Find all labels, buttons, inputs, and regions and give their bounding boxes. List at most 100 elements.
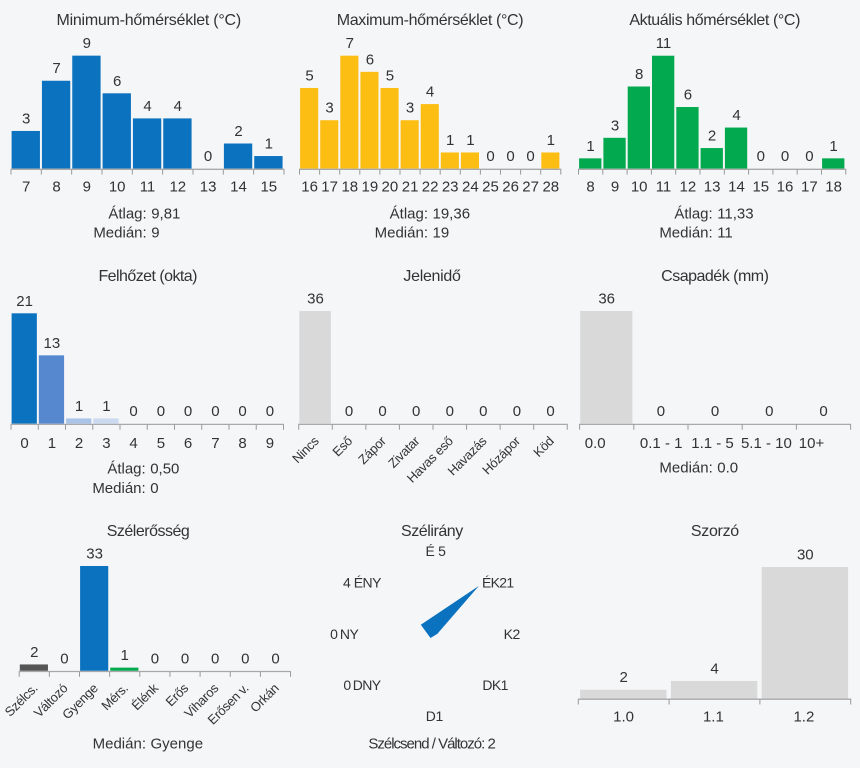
- svg-text:9: 9: [83, 179, 91, 196]
- svg-text:Hózápor: Hózápor: [479, 433, 524, 478]
- svg-text:1: 1: [446, 132, 454, 149]
- svg-text:Szélerősség: Szélerősség: [107, 523, 190, 540]
- svg-text:5: 5: [386, 68, 394, 85]
- svg-text:3: 3: [406, 100, 414, 117]
- svg-text:5: 5: [157, 435, 165, 452]
- svg-text:16: 16: [777, 179, 794, 196]
- svg-text:Zápor: Zápor: [355, 433, 389, 467]
- svg-text:0.0: 0.0: [585, 435, 606, 452]
- svg-text:6: 6: [184, 435, 192, 452]
- svg-text:Medián:: Medián:: [92, 480, 145, 497]
- svg-text:13: 13: [200, 179, 217, 196]
- svg-text:0 DNY: 0 DNY: [343, 677, 381, 693]
- svg-text:0: 0: [151, 650, 159, 667]
- svg-text:4: 4: [174, 98, 182, 115]
- svg-text:0: 0: [181, 650, 189, 667]
- svg-text:Eső: Eső: [329, 433, 355, 459]
- svg-text:0.1 - 1: 0.1 - 1: [640, 435, 683, 452]
- svg-text:K2: K2: [504, 626, 521, 642]
- svg-text:7: 7: [52, 60, 60, 77]
- svg-text:0: 0: [241, 650, 249, 667]
- svg-text:0 NY: 0 NY: [330, 626, 359, 642]
- svg-text:11,33: 11,33: [717, 206, 753, 223]
- svg-text:D1: D1: [426, 708, 444, 724]
- svg-text:0: 0: [819, 403, 827, 420]
- svg-text:19: 19: [433, 224, 450, 241]
- svg-text:8: 8: [586, 179, 594, 196]
- svg-text:0: 0: [378, 403, 386, 420]
- svg-text:3: 3: [611, 117, 619, 134]
- svg-text:Medián:: Medián:: [93, 736, 146, 753]
- svg-text:0: 0: [506, 148, 514, 165]
- svg-text:1: 1: [102, 398, 110, 415]
- svg-text:1.1: 1.1: [703, 709, 724, 726]
- svg-text:0: 0: [657, 403, 665, 420]
- svg-text:0,50: 0,50: [150, 461, 179, 478]
- svg-text:Élénk: Élénk: [128, 680, 161, 713]
- svg-text:2: 2: [620, 669, 628, 686]
- svg-text:6: 6: [684, 87, 692, 104]
- svg-text:5: 5: [305, 68, 313, 85]
- svg-text:25: 25: [482, 179, 499, 196]
- svg-text:1: 1: [265, 136, 273, 153]
- svg-text:17: 17: [321, 179, 338, 196]
- svg-text:23: 23: [442, 179, 459, 196]
- svg-text:0: 0: [711, 403, 719, 420]
- svg-text:1.2: 1.2: [793, 709, 814, 726]
- svg-text:Mérs.: Mérs.: [98, 681, 131, 714]
- svg-text:15: 15: [752, 179, 769, 196]
- svg-text:36: 36: [307, 291, 324, 308]
- svg-text:18: 18: [825, 179, 842, 196]
- svg-text:3: 3: [325, 100, 333, 117]
- svg-text:30: 30: [797, 547, 814, 564]
- svg-text:21: 21: [402, 179, 419, 196]
- svg-text:9,81: 9,81: [151, 206, 180, 223]
- svg-text:Szélcsend / Változó: 2: Szélcsend / Változó: 2: [368, 736, 495, 753]
- svg-text:4: 4: [732, 107, 740, 124]
- svg-text:Nincs: Nincs: [289, 433, 322, 466]
- svg-text:14: 14: [728, 179, 745, 196]
- svg-text:36: 36: [598, 291, 615, 308]
- svg-text:24: 24: [462, 179, 479, 196]
- svg-text:Medián:: Medián:: [93, 224, 146, 241]
- svg-text:Szélirány: Szélirány: [401, 523, 463, 540]
- svg-text:0: 0: [345, 403, 353, 420]
- svg-text:21: 21: [16, 293, 33, 310]
- svg-text:5.1 - 10: 5.1 - 10: [741, 435, 792, 452]
- svg-text:1: 1: [121, 647, 129, 664]
- svg-text:Gyenge: Gyenge: [151, 736, 204, 753]
- svg-text:4: 4: [143, 98, 151, 115]
- svg-text:9: 9: [151, 224, 159, 241]
- svg-text:8: 8: [635, 66, 643, 83]
- svg-text:6: 6: [366, 51, 374, 68]
- svg-text:27: 27: [522, 179, 539, 196]
- svg-text:28: 28: [542, 179, 559, 196]
- svg-text:Köd: Köd: [530, 433, 556, 459]
- svg-text:11: 11: [656, 35, 672, 52]
- svg-text:8: 8: [52, 179, 60, 196]
- svg-text:16: 16: [301, 179, 318, 196]
- svg-text:17: 17: [801, 179, 818, 196]
- svg-text:10: 10: [109, 179, 126, 196]
- svg-text:Maximum-hőmérséklet (°C): Maximum-hőmérséklet (°C): [337, 12, 523, 29]
- svg-text:15: 15: [260, 179, 277, 196]
- svg-text:6: 6: [113, 73, 121, 90]
- svg-text:0: 0: [446, 403, 454, 420]
- svg-text:0: 0: [211, 650, 219, 667]
- svg-text:ÉK21: ÉK21: [482, 574, 514, 590]
- svg-text:4: 4: [129, 435, 137, 452]
- svg-text:Medián:: Medián:: [659, 460, 712, 477]
- svg-text:20: 20: [382, 179, 399, 196]
- svg-text:Felhőzet (okta): Felhőzet (okta): [98, 268, 197, 285]
- svg-text:26: 26: [502, 179, 519, 196]
- svg-text:33: 33: [86, 546, 103, 563]
- svg-text:0: 0: [271, 650, 279, 667]
- svg-text:11: 11: [140, 179, 156, 196]
- svg-text:11: 11: [656, 179, 672, 196]
- svg-text:10: 10: [631, 179, 648, 196]
- svg-text:7: 7: [211, 435, 219, 452]
- svg-text:Orkán: Orkán: [247, 681, 282, 716]
- svg-text:0: 0: [211, 403, 219, 420]
- svg-text:DK1: DK1: [482, 677, 508, 693]
- svg-text:0: 0: [805, 148, 813, 165]
